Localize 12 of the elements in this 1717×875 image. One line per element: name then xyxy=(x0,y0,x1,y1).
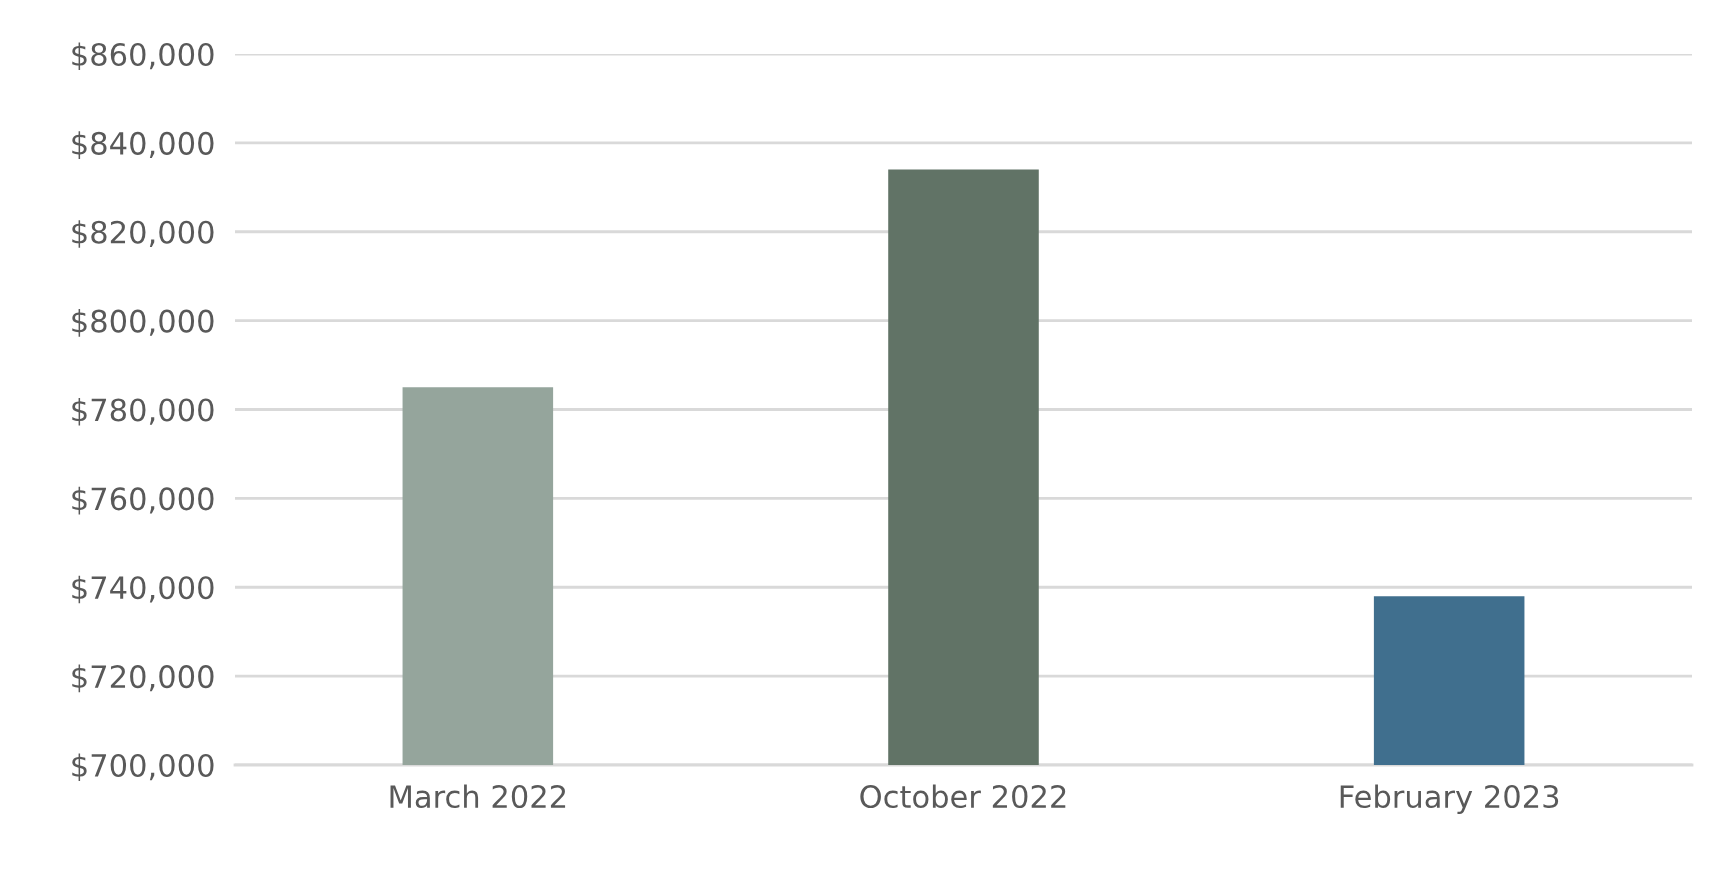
y-tick-label: $720,000 xyxy=(72,664,214,693)
x-tick-label: March 2022 xyxy=(390,784,566,809)
y-tick-label: $860,000 xyxy=(72,42,214,71)
y-tick-label: $840,000 xyxy=(72,131,214,159)
y-tick-label: $820,000 xyxy=(72,220,214,248)
y-tick-label: $740,000 xyxy=(72,575,214,604)
x-tick-label: October 2022 xyxy=(860,784,1066,809)
y-tick-label: $700,000 xyxy=(72,753,214,782)
x-tick-label: February 2023 xyxy=(1340,784,1559,815)
y-tick-label: $760,000 xyxy=(72,486,214,515)
y-tick-label: $800,000 xyxy=(72,309,214,337)
y-tick-label: $780,000 xyxy=(72,397,214,426)
